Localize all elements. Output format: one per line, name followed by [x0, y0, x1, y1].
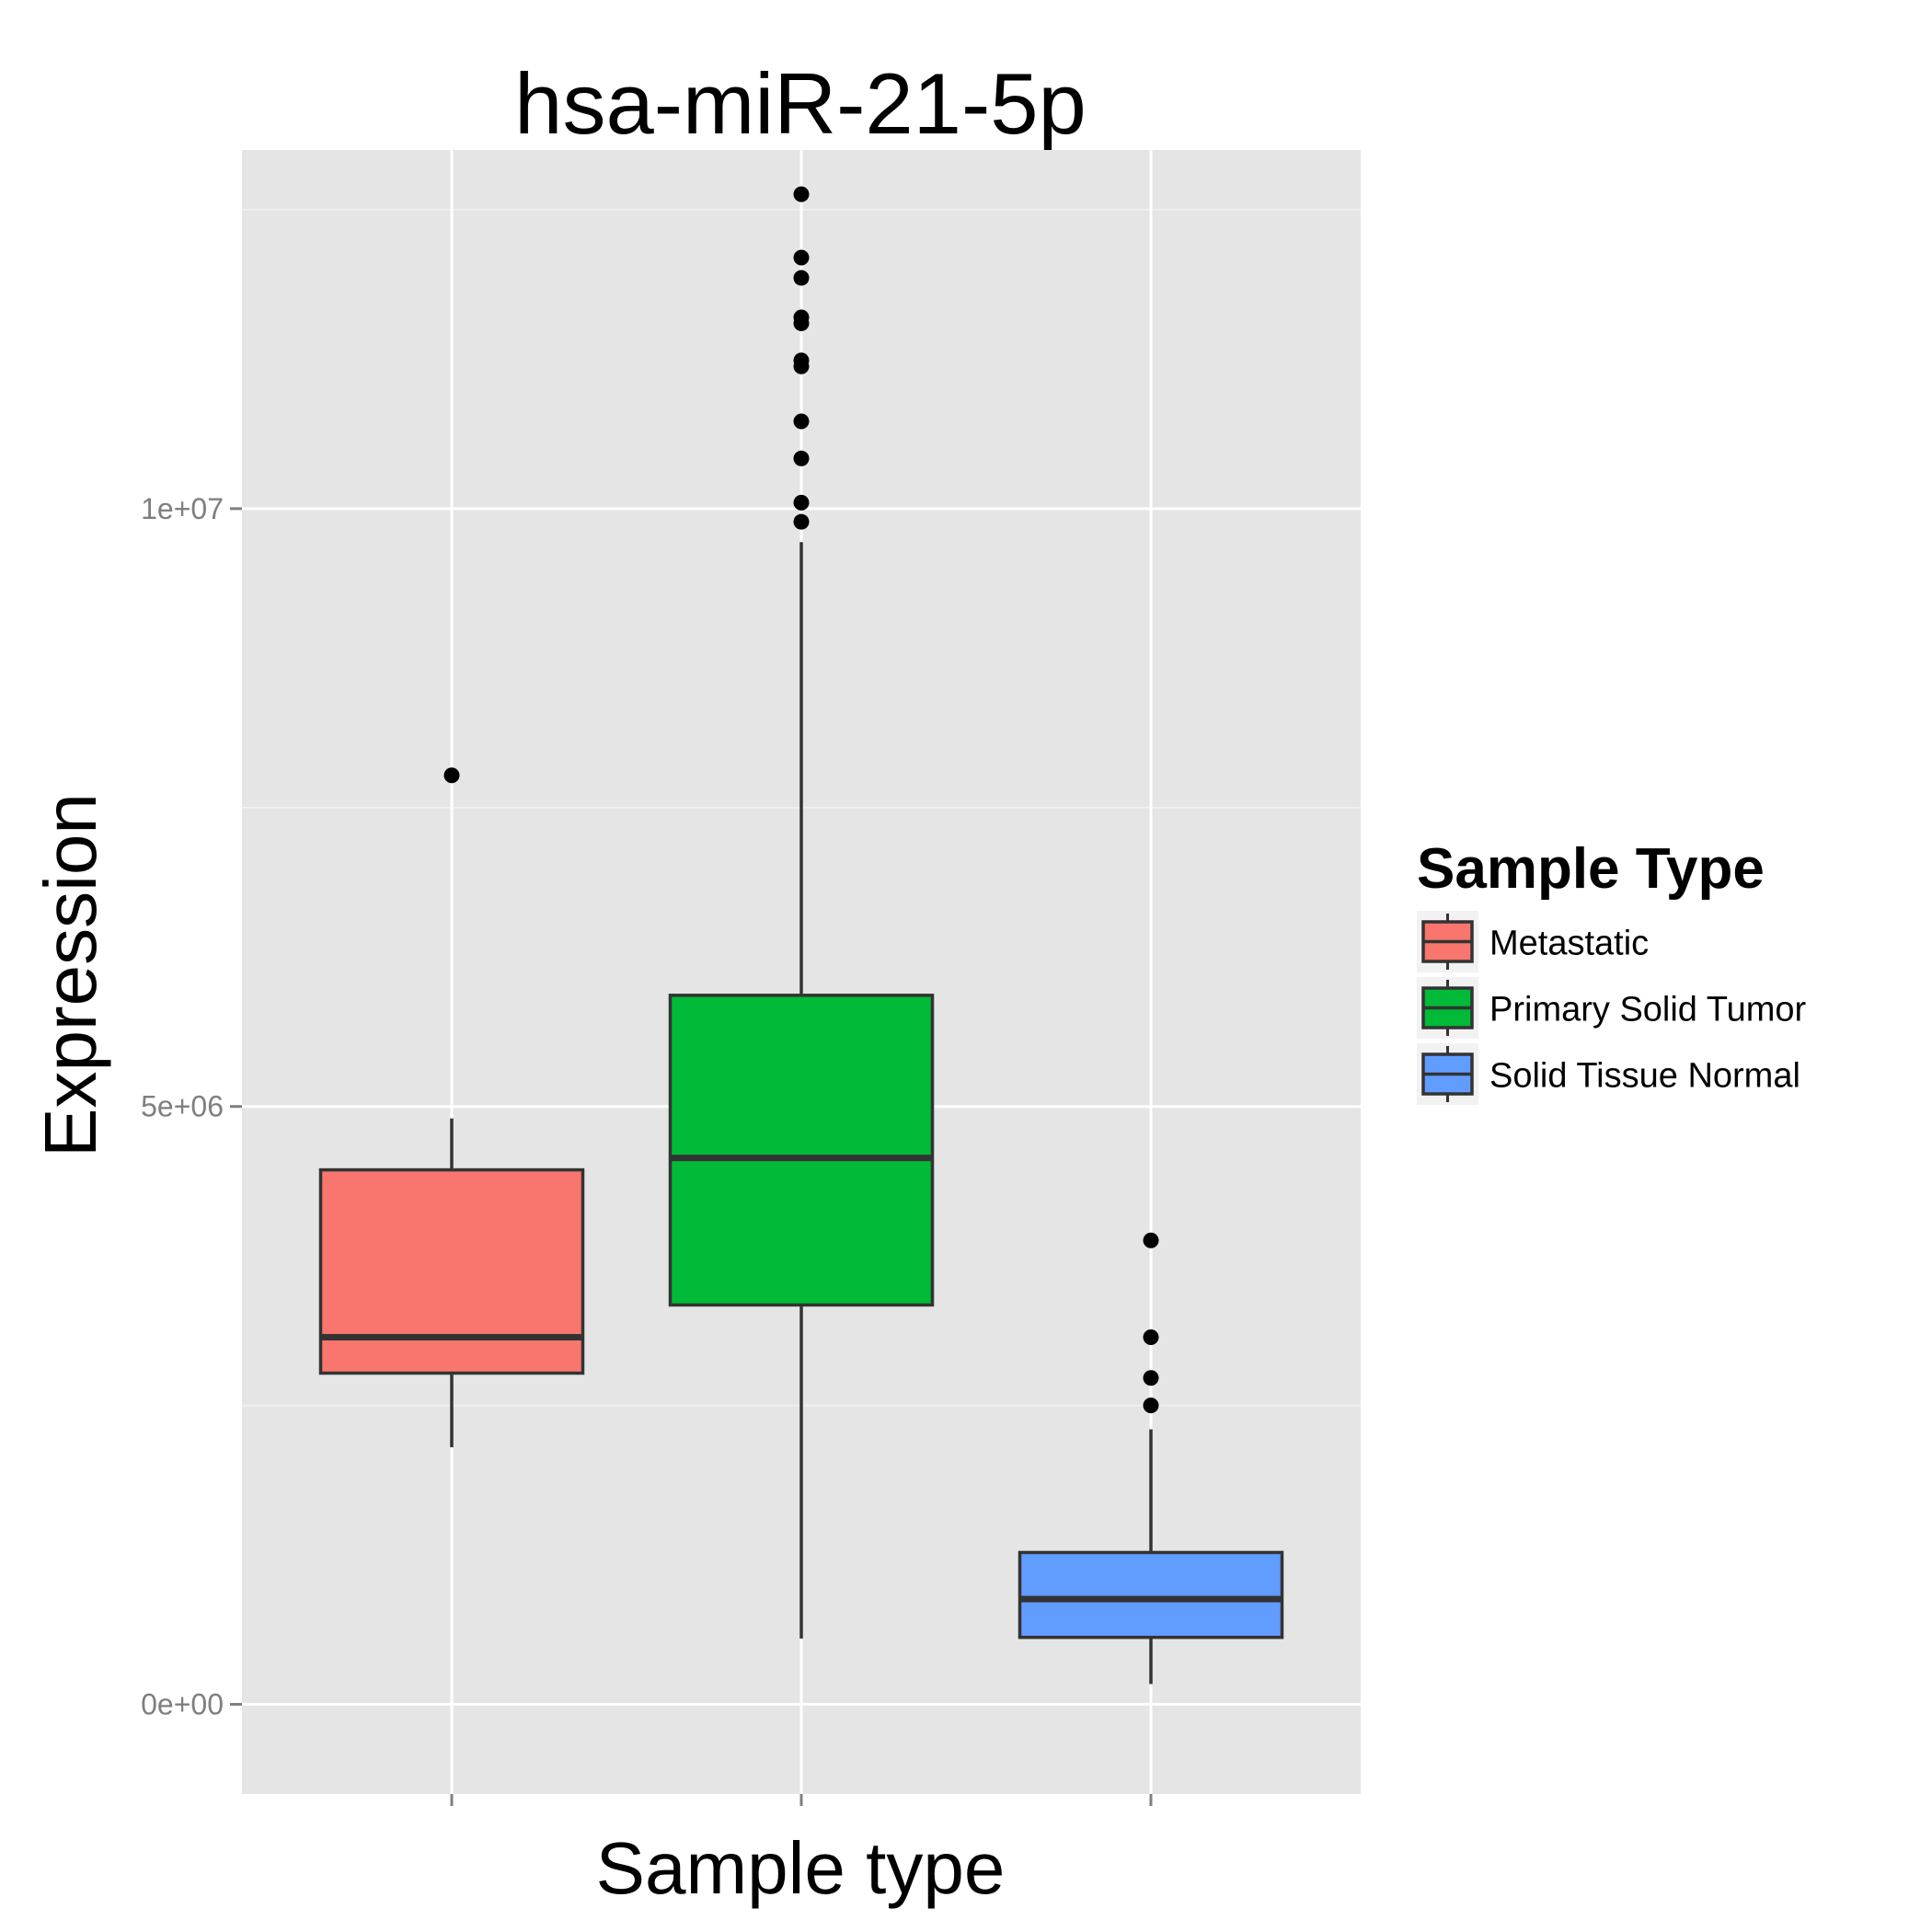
- y-axis: 0e+00 5e+06 1e+07: [141, 492, 242, 1721]
- y-axis-title: Expression: [29, 793, 111, 1157]
- box-body: [1018, 1550, 1284, 1639]
- legend-label: Solid Tissue Normal: [1489, 1057, 1800, 1096]
- y-tick-label: 1e+07: [141, 492, 224, 525]
- x-axis: [450, 1794, 1153, 1806]
- box-primary-solid-tumor: [668, 186, 935, 1639]
- legend-title: Sample Type: [1417, 837, 1765, 901]
- outlier-point: [793, 450, 810, 466]
- legend-item: Primary Solid Tumor: [1417, 977, 1807, 1039]
- outlier-point: [1143, 1370, 1159, 1386]
- legend-item: Solid Tissue Normal: [1417, 1043, 1800, 1105]
- y-tick-label: 0e+00: [141, 1688, 224, 1721]
- outlier-point: [1143, 1397, 1159, 1414]
- outlier-point: [443, 767, 460, 784]
- box-body: [668, 994, 935, 1307]
- plot-panel: [242, 150, 1361, 1794]
- legend-label: Primary Solid Tumor: [1489, 991, 1807, 1029]
- outlier-point: [793, 413, 810, 430]
- outlier-point: [793, 270, 810, 286]
- outlier-point: [793, 186, 810, 202]
- outlier-point: [793, 494, 810, 511]
- chart-title: hsa-miR-21-5p: [514, 55, 1087, 152]
- box-solid-tissue-normal: [1018, 1232, 1284, 1685]
- outlier-point: [793, 352, 810, 369]
- box-body: [318, 1167, 585, 1375]
- legend-item: Metastatic: [1417, 911, 1649, 972]
- y-tick-label: 5e+06: [141, 1090, 224, 1123]
- box-metastatic: [318, 767, 585, 1448]
- outlier-point: [793, 249, 810, 266]
- outlier-point: [793, 309, 810, 326]
- x-axis-title: Sample type: [596, 1827, 1006, 1909]
- outlier-point: [1143, 1329, 1159, 1346]
- outlier-point: [793, 513, 810, 530]
- legend: Sample Type Metastatic Primary Solid Tumo…: [1417, 837, 1807, 1105]
- legend-label: Metastatic: [1489, 925, 1649, 963]
- outlier-point: [1143, 1232, 1159, 1248]
